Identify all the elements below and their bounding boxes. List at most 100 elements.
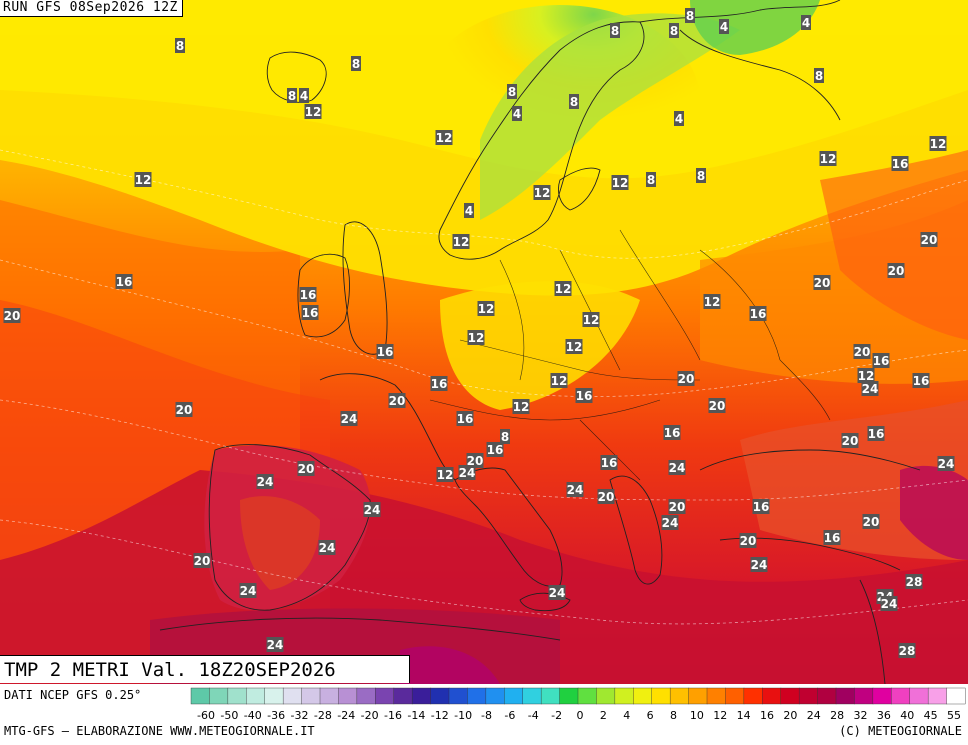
svg-text:28: 28 [906, 575, 923, 589]
colorbar-tick-label: 32 [854, 709, 868, 721]
svg-text:16: 16 [576, 389, 593, 403]
svg-text:24: 24 [662, 516, 679, 530]
svg-text:16: 16 [664, 426, 681, 440]
colorbar-tick-label: -16 [384, 709, 402, 721]
isotherm-label: 12 [436, 467, 454, 482]
isotherm-label: 12 [819, 151, 837, 166]
isotherm-label: 16 [823, 530, 841, 545]
isotherm-label: 24 [861, 381, 879, 396]
svg-text:12: 12 [566, 340, 583, 354]
isotherm-label: 4 [464, 203, 474, 218]
colorbar-swatch [264, 687, 284, 705]
colorbar-tick-label: 6 [647, 709, 654, 721]
svg-text:12: 12 [858, 369, 875, 383]
colorbar-swatch [909, 687, 929, 705]
svg-text:20: 20 [176, 403, 193, 417]
svg-text:20: 20 [669, 500, 686, 514]
isotherm-label: 8 [351, 56, 361, 71]
isotherm-label: 24 [661, 515, 679, 530]
isotherm-label: 16 [749, 306, 767, 321]
colorbar-tick-label: 24 [807, 709, 821, 721]
isotherm-label: 12 [477, 301, 495, 316]
svg-text:8: 8 [686, 9, 694, 23]
isotherm-label: 20 [739, 533, 757, 548]
colorbar-swatch [504, 687, 524, 705]
isotherm-label: 20 [841, 433, 859, 448]
svg-text:24: 24 [567, 483, 584, 497]
svg-text:8: 8 [697, 169, 705, 183]
svg-text:12: 12 [513, 400, 530, 414]
svg-text:16: 16 [487, 443, 504, 457]
svg-text:20: 20 [598, 490, 615, 504]
colorbar-swatch [301, 687, 321, 705]
isotherm-label: 24 [566, 482, 584, 497]
colorbar-tick-label: 14 [737, 709, 751, 721]
svg-text:16: 16 [753, 500, 770, 514]
isotherm-label: 12 [134, 172, 152, 187]
isotherm-label: 12 [565, 339, 583, 354]
isotherm-label: 4 [801, 15, 811, 30]
footer-bar: DATI NCEP GFS 0.25° -60 -50 -40 -36 -32 -28 -2… [0, 684, 968, 745]
colorbar-tick-label: 12 [713, 709, 727, 721]
svg-text:12: 12 [930, 137, 947, 151]
colorbar-swatch [835, 687, 855, 705]
isotherm-label: 8 [175, 38, 185, 53]
svg-text:16: 16 [116, 275, 133, 289]
colorbar-swatch [743, 687, 763, 705]
isotherm-label: 8 [814, 68, 824, 83]
isotherm-label: 20 [3, 308, 21, 323]
isotherm-label: 24 [548, 585, 566, 600]
isotherm-label: 8 [646, 172, 656, 187]
svg-text:12: 12 [468, 331, 485, 345]
svg-text:4: 4 [465, 204, 473, 218]
colorbar-swatch [872, 687, 892, 705]
isotherm-label: 12 [304, 104, 322, 119]
colorbar-tick-label: -32 [291, 709, 309, 721]
isotherm-label: 20 [677, 371, 695, 386]
svg-text:8: 8 [815, 69, 823, 83]
colorbar-tick-label: -14 [407, 709, 425, 721]
svg-text:24: 24 [257, 475, 274, 489]
isotherm-label: 24 [668, 460, 686, 475]
svg-text:20: 20 [740, 534, 757, 548]
colorbar-tick-label: -2 [551, 709, 562, 721]
colorbar-swatch [780, 687, 800, 705]
colorbar-tick-label: -6 [504, 709, 515, 721]
svg-text:4: 4 [720, 20, 728, 34]
colorbar-swatch [891, 687, 911, 705]
svg-text:8: 8 [352, 57, 360, 71]
isotherm-label: 24 [256, 474, 274, 489]
svg-text:12: 12 [135, 173, 152, 187]
svg-text:20: 20 [298, 462, 315, 476]
colorbar-swatch [282, 687, 303, 705]
svg-text:16: 16 [431, 377, 448, 391]
colorbar-swatch [522, 687, 542, 705]
isotherm-label: 16 [575, 388, 593, 403]
isotherm-label: 20 [887, 263, 905, 278]
isotherm-label: 20 [175, 402, 193, 417]
data-source-label: DATI NCEP GFS 0.25° [4, 688, 142, 702]
svg-text:24: 24 [549, 586, 566, 600]
colorbar-swatch [946, 687, 966, 705]
isotherm-label: 16 [376, 344, 394, 359]
svg-text:16: 16 [892, 157, 909, 171]
colorbar-swatch [375, 687, 395, 705]
svg-text:12: 12 [436, 131, 453, 145]
svg-text:8: 8 [501, 430, 509, 444]
svg-text:28: 28 [899, 644, 916, 658]
svg-text:12: 12 [305, 105, 322, 119]
colorbar-swatch [706, 687, 726, 705]
isotherm-label: 8 [669, 23, 679, 38]
svg-text:20: 20 [888, 264, 905, 278]
isotherm-label: 24 [239, 583, 257, 598]
copyright-label: (C) METEOGIORNALE [839, 724, 962, 738]
isotherm-label: 12 [857, 368, 875, 383]
isotherm-label: 20 [862, 514, 880, 529]
svg-text:8: 8 [508, 85, 516, 99]
colorbar-tick-label: 2 [600, 709, 607, 721]
isotherm-label: 12 [929, 136, 947, 151]
svg-text:12: 12 [704, 295, 721, 309]
isotherm-label: 8 [507, 84, 517, 99]
svg-text:20: 20 [389, 394, 406, 408]
